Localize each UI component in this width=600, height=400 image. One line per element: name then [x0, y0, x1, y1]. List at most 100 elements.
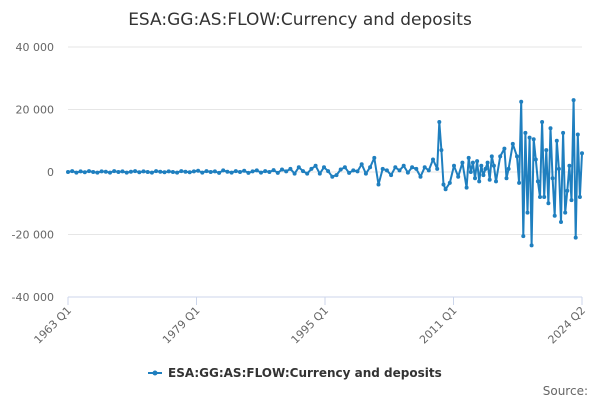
data-point[interactable] — [342, 165, 347, 170]
data-point[interactable] — [546, 201, 551, 206]
data-point[interactable] — [275, 170, 280, 175]
data-point[interactable] — [538, 195, 542, 199]
data-point[interactable] — [330, 174, 335, 179]
data-point[interactable] — [351, 168, 356, 173]
data-point[interactable] — [540, 120, 545, 124]
data-point[interactable] — [439, 148, 444, 153]
data-point[interactable] — [145, 170, 150, 174]
data-point[interactable] — [504, 176, 509, 181]
data-point[interactable] — [418, 174, 423, 179]
data-point[interactable] — [569, 198, 574, 203]
data-point[interactable] — [263, 169, 268, 174]
data-point[interactable] — [473, 176, 477, 181]
data-point[interactable] — [535, 179, 540, 184]
data-point[interactable] — [238, 170, 242, 174]
data-point[interactable] — [221, 168, 226, 173]
data-point[interactable] — [179, 169, 184, 174]
data-point[interactable] — [103, 169, 108, 174]
data-point[interactable] — [187, 170, 192, 175]
data-point[interactable] — [544, 148, 549, 153]
data-point[interactable] — [82, 170, 87, 175]
data-point[interactable] — [523, 130, 528, 135]
data-point[interactable] — [389, 173, 394, 178]
data-point[interactable] — [91, 170, 96, 174]
data-point[interactable] — [334, 173, 339, 178]
data-point[interactable] — [280, 167, 284, 172]
data-point[interactable] — [481, 173, 486, 178]
data-point[interactable] — [447, 180, 452, 185]
data-point[interactable] — [87, 169, 91, 174]
data-point[interactable] — [196, 168, 201, 173]
data-point[interactable] — [573, 235, 578, 240]
data-point[interactable] — [158, 169, 163, 174]
data-point[interactable] — [229, 170, 234, 175]
data-point[interactable] — [284, 169, 289, 174]
data-point[interactable] — [133, 169, 138, 174]
data-point[interactable] — [485, 160, 490, 165]
data-point[interactable] — [292, 171, 297, 176]
data-point[interactable] — [580, 151, 584, 156]
data-point[interactable] — [355, 169, 360, 174]
data-point[interactable] — [548, 126, 553, 131]
data-point[interactable] — [466, 155, 471, 160]
data-point[interactable] — [577, 195, 582, 199]
data-point[interactable] — [443, 187, 448, 192]
data-point[interactable] — [542, 195, 547, 199]
data-point[interactable] — [567, 163, 572, 168]
data-point[interactable] — [120, 169, 125, 174]
data-point[interactable] — [483, 166, 488, 171]
data-point[interactable] — [561, 130, 566, 135]
data-point[interactable] — [288, 166, 293, 171]
data-point[interactable] — [170, 170, 175, 174]
data-point[interactable] — [363, 171, 368, 176]
data-point[interactable] — [246, 170, 251, 175]
data-point[interactable] — [78, 169, 83, 174]
data-point[interactable] — [502, 146, 507, 151]
data-point[interactable] — [515, 154, 519, 159]
data-point[interactable] — [552, 213, 557, 218]
data-point[interactable] — [464, 185, 469, 190]
data-point[interactable] — [116, 170, 121, 174]
data-point[interactable] — [305, 171, 310, 176]
data-point[interactable] — [242, 168, 247, 173]
data-point[interactable] — [338, 167, 343, 172]
data-point[interactable] — [141, 169, 146, 174]
data-point[interactable] — [376, 182, 381, 187]
data-point[interactable] — [506, 166, 511, 171]
data-point[interactable] — [521, 234, 526, 239]
data-point[interactable] — [112, 169, 117, 174]
data-point[interactable] — [468, 170, 473, 174]
data-point[interactable] — [565, 188, 570, 193]
data-point[interactable] — [368, 165, 373, 170]
data-point[interactable] — [475, 159, 480, 164]
data-point[interactable] — [99, 169, 104, 174]
data-point[interactable] — [510, 141, 515, 146]
data-point[interactable] — [326, 169, 331, 174]
legend[interactable]: ESA:GG:AS:FLOW:Currency and deposits — [148, 366, 442, 380]
data-point[interactable] — [498, 154, 503, 159]
data-point[interactable] — [487, 177, 492, 182]
data-point[interactable] — [296, 165, 301, 170]
data-point[interactable] — [489, 154, 494, 159]
data-point[interactable] — [233, 169, 238, 174]
data-point[interactable] — [183, 169, 188, 174]
data-point[interactable] — [435, 166, 440, 171]
data-point[interactable] — [519, 99, 524, 104]
data-point[interactable] — [309, 166, 314, 171]
data-point[interactable] — [460, 160, 465, 165]
data-point[interactable] — [259, 170, 263, 175]
data-point[interactable] — [175, 170, 180, 175]
data-point[interactable] — [554, 138, 559, 143]
data-point[interactable] — [372, 155, 377, 160]
data-point[interactable] — [208, 170, 213, 174]
data-point[interactable] — [401, 163, 406, 168]
data-point[interactable] — [384, 168, 389, 173]
data-point[interactable] — [128, 169, 133, 174]
data-point[interactable] — [166, 169, 171, 174]
data-point[interactable] — [95, 170, 100, 175]
data-point[interactable] — [212, 169, 217, 174]
data-point[interactable] — [414, 166, 419, 171]
data-point[interactable] — [108, 170, 112, 175]
data-point[interactable] — [533, 157, 538, 162]
data-point[interactable] — [271, 168, 276, 173]
